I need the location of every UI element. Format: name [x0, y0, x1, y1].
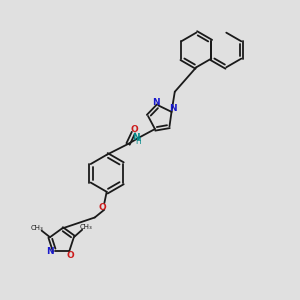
Text: N: N: [132, 133, 140, 142]
Text: N: N: [152, 98, 160, 107]
Text: N: N: [46, 247, 54, 256]
Text: H: H: [135, 137, 141, 146]
Text: CH₃: CH₃: [80, 224, 92, 230]
Text: CH₃: CH₃: [31, 225, 44, 231]
Text: O: O: [67, 251, 75, 260]
Text: O: O: [130, 124, 138, 134]
Text: N: N: [169, 104, 176, 113]
Text: O: O: [99, 202, 107, 211]
